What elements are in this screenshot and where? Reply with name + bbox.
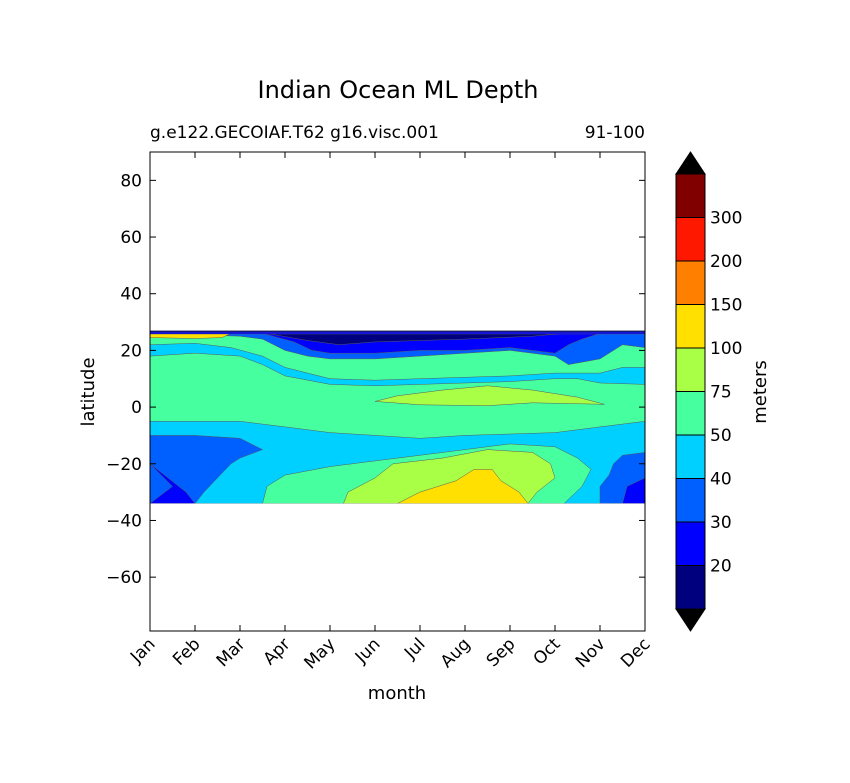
y-tick-label: 60 <box>120 228 142 248</box>
plot-frame <box>149 151 646 632</box>
colorbar-segment <box>676 304 705 348</box>
colorbar-tick-label: 30 <box>710 513 732 533</box>
contour-equator-75-100 <box>374 385 605 406</box>
colorbar-label: meters <box>750 360 771 424</box>
x-tick-label: Aug <box>437 634 475 672</box>
colorbar-tick-label: 300 <box>710 209 742 229</box>
colorbar-segment <box>676 435 705 479</box>
colorbar-segment <box>676 261 705 305</box>
chart-subtitle-left: g.e122.GECOIAF.T62 g16.visc.001 <box>150 123 439 143</box>
contour-fill-layer <box>150 330 645 504</box>
colorbar-tick-label: 40 <box>710 470 732 490</box>
x-tick-label: Sep <box>483 634 520 671</box>
colorbar-tick-label: 75 <box>710 383 732 403</box>
x-axis-label: month <box>368 683 426 704</box>
x-tick-label: Jul <box>400 634 429 663</box>
y-axis: 80 60 40 20 0 −20 −40 −60 <box>106 171 645 588</box>
colorbar-segment <box>676 522 705 566</box>
colorbar-tick-label: 100 <box>710 339 742 359</box>
colorbar-extend-max <box>675 151 706 175</box>
x-tick-label: May <box>301 634 340 673</box>
chart-subtitle-right: 91-100 <box>585 123 645 143</box>
x-tick-label: Jun <box>351 634 385 668</box>
colorbar-segment <box>676 391 705 435</box>
colorbar: 20 30 40 50 75 100 150 200 300 <box>675 151 742 632</box>
chart-title: Indian Ocean ML Depth <box>258 76 539 104</box>
contour-south-east-20-30 <box>622 477 645 504</box>
y-tick-label: −40 <box>106 511 142 531</box>
y-tick-label: 20 <box>120 341 142 361</box>
contour-south-100-150 <box>397 469 529 504</box>
x-tick-label: Nov <box>572 634 610 672</box>
contour-north-strip-10-20 <box>150 330 645 333</box>
contour-north-10-20 <box>266 333 565 345</box>
x-tick-label: Dec <box>617 634 654 671</box>
colorbar-tick-label: 50 <box>710 426 732 446</box>
x-tick-label: Apr <box>260 634 295 669</box>
colorbar-segment <box>676 565 705 609</box>
y-tick-label: −60 <box>106 568 142 588</box>
colorbar-tick-label: 200 <box>710 252 742 272</box>
y-tick-label: 0 <box>131 398 142 418</box>
contour-north-40-50 <box>150 343 645 387</box>
colorbar-tick-label: 150 <box>710 296 742 316</box>
x-tick-label: Feb <box>169 634 204 669</box>
x-tick-label: Jan <box>126 634 159 667</box>
colorbar-frame <box>675 173 706 610</box>
y-tick-label: 40 <box>120 285 142 305</box>
colorbar-extend-min <box>675 608 706 632</box>
y-axis-label: latitude <box>78 357 99 426</box>
colorbar-segment <box>676 478 705 522</box>
colorbar-tick-label: 20 <box>710 557 732 577</box>
y-tick-label: −20 <box>106 455 142 475</box>
colorbar-segment <box>676 217 705 261</box>
y-tick-label: 80 <box>120 171 142 191</box>
colorbar-segment <box>676 348 705 392</box>
x-tick-label: Mar <box>213 634 250 671</box>
x-tick-label: Oct <box>530 634 565 669</box>
colorbar-segment <box>676 174 705 218</box>
contour-south-west-20-30 <box>150 463 196 504</box>
